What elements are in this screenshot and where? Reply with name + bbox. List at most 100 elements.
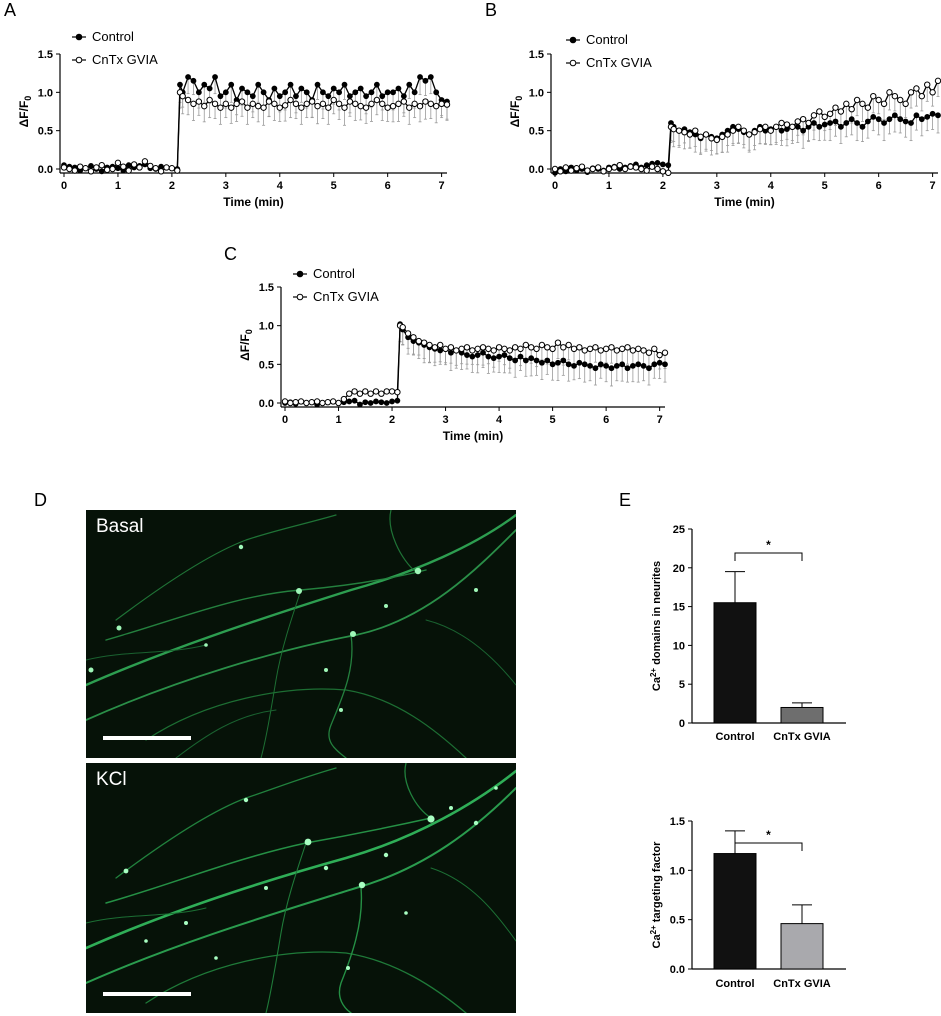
cntx-point [581,347,588,354]
cntx-point [880,100,888,108]
cntx-point [648,163,656,170]
cntx-point [611,164,618,171]
cntx-point [201,102,208,110]
category-label: CnTx GVIA [773,731,831,743]
cntx-point [713,136,721,144]
control-point [271,85,278,92]
cntx-point [179,92,186,100]
panel-label-b: B [485,0,498,20]
control-point [854,120,860,126]
control-point [902,118,909,125]
control-point [314,81,321,88]
category-label: Control [715,731,754,743]
control-point [875,116,882,123]
control-point [517,353,524,360]
control-point [411,89,418,96]
control-point [400,93,407,100]
cntx-point [570,345,578,353]
cntx-point [308,98,316,105]
control-point [533,357,540,364]
control-point [816,123,823,130]
control-point [325,93,332,100]
y-tick-label: 1.0 [38,87,53,99]
x-tick-label: 5 [550,414,556,426]
control-point [654,159,661,166]
control-point [864,118,871,125]
cntx-point [362,104,370,111]
cntx-point [602,345,610,353]
control-point [838,123,844,130]
cntx-point [351,388,358,395]
cntx-point [276,104,283,111]
x-tick-label: 2 [660,180,666,192]
cntx-point [238,98,246,105]
cntx-point [756,125,764,133]
cntx-point [501,345,508,353]
cntx-point [843,100,850,108]
y-tick-label: 25 [673,524,685,536]
cntx-point [217,104,224,111]
cntx-point [416,102,424,110]
y-tick-label: 1.0 [259,321,274,333]
cntx-point [281,398,289,405]
x-tick-label: 1 [606,180,612,192]
control-point [629,362,636,369]
control-point [794,123,801,130]
y-tick-label: 0.5 [670,915,685,927]
cntx-point [589,165,596,173]
cntx-point [103,166,111,173]
cntx-point [485,345,492,353]
control-point [239,85,245,92]
y-tick-label: 1.5 [670,816,685,828]
control-point [293,93,299,100]
control-point [603,362,610,369]
series-line-control [554,113,939,174]
cntx-point [346,98,354,105]
cntx-point [517,345,524,353]
control-point [389,398,395,405]
cntx-point [420,339,428,346]
y-tick-label: 0.5 [529,126,544,138]
control-point [659,161,666,168]
cntx-point [341,104,348,111]
cntx-point [303,399,310,407]
y-axis-title: ΔF/F0 [238,329,254,361]
y-tick-label: 0.5 [259,359,274,371]
cntx-point [130,161,138,168]
scale-bar-kcl [103,992,191,996]
cntx-point [724,131,731,138]
cntx-point [292,399,299,406]
control-point [185,74,191,80]
x-tick-label: 6 [385,180,391,192]
y-axis-title: Ca2+ targeting factor [649,841,663,949]
cntx-point [924,81,931,88]
control-point [417,74,423,80]
cntx-point [805,119,812,127]
bar-control [713,602,757,724]
control-point [390,89,396,96]
cntx-point [114,159,122,167]
cntx-point [929,89,936,96]
x-axis-title: Time (min) [223,195,283,209]
cntx-point [357,102,364,110]
y-tick-label: 10 [673,640,685,652]
control-point [924,113,931,120]
control-point [886,116,893,123]
cntx-point [157,168,165,175]
cntx-point [495,344,503,351]
control-point [433,89,440,96]
cntx-point [645,349,653,356]
cntx-point [686,131,694,138]
cntx-point [442,345,449,353]
cntx-point [659,168,667,175]
cntx-point [594,164,602,171]
control-point [228,81,235,88]
line-chart-b: 0.0 0.5 1.0 1.5 0 1 2 3 4 5 6 7 Time (min) ΔF/F0 Contr… [508,32,941,209]
control-point [469,353,476,360]
control-point [88,163,94,169]
y-tick-label: 20 [673,563,685,575]
cntx-point [565,341,572,349]
cntx-point [147,162,154,170]
cntx-point [356,390,364,397]
